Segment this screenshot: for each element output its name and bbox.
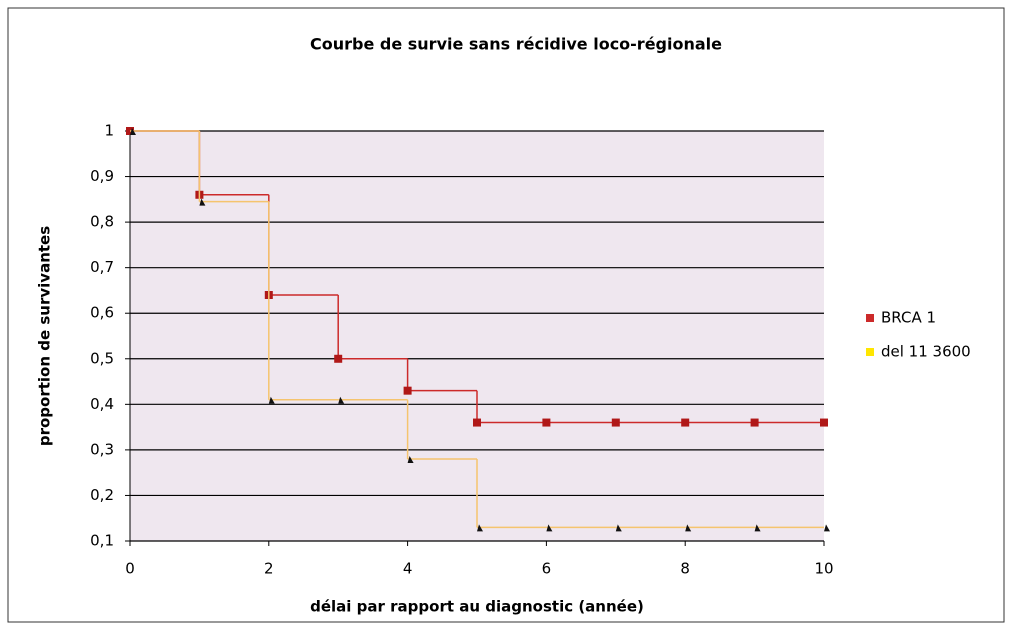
marker: [750, 418, 759, 427]
y-tick-label: 0,6: [90, 304, 114, 322]
y-tick-label: 0,8: [90, 213, 114, 231]
marker: [338, 396, 345, 404]
marker: [546, 524, 553, 532]
x-tick-label: 0: [125, 560, 135, 578]
marker: [407, 456, 414, 463]
legend-swatch: [866, 314, 874, 322]
marker: [685, 524, 692, 532]
x-tick-label: 10: [814, 560, 833, 578]
marker: [334, 354, 343, 363]
y-axis-label: proportion de survivantes: [36, 226, 54, 446]
legend-swatch: [866, 348, 874, 356]
marker: [615, 524, 622, 532]
marker: [473, 418, 481, 427]
chart-title: Courbe de survie sans récidive loco-régi…: [310, 35, 722, 54]
x-tick-label: 8: [680, 560, 690, 578]
marker: [477, 524, 483, 532]
y-tick-label: 0,3: [90, 440, 114, 458]
marker: [403, 386, 412, 395]
legend-label: BRCA 1: [881, 309, 936, 327]
marker: [820, 418, 828, 427]
marker: [611, 418, 620, 427]
marker: [130, 128, 136, 135]
x-tick-label: 6: [542, 560, 552, 578]
marker: [542, 418, 551, 427]
marker: [268, 396, 275, 404]
x-axis-label: délai par rapport au diagnostic (année): [310, 598, 644, 616]
y-tick-label: 0,4: [90, 395, 114, 413]
y-tick-label: 0,9: [90, 167, 114, 185]
marker: [681, 418, 690, 427]
y-tick-label: 0,2: [90, 486, 114, 504]
y-tick-label: 1: [104, 122, 114, 140]
y-tick-label: 0,7: [90, 258, 114, 276]
marker: [754, 524, 761, 532]
marker: [824, 524, 830, 532]
legend-label: del 11 3600: [881, 343, 971, 361]
marker: [199, 198, 206, 206]
x-tick-label: 4: [403, 560, 413, 578]
x-tick-label: 2: [264, 560, 274, 578]
y-tick-label: 0,5: [90, 349, 114, 367]
y-tick-label: 0,1: [90, 532, 114, 550]
